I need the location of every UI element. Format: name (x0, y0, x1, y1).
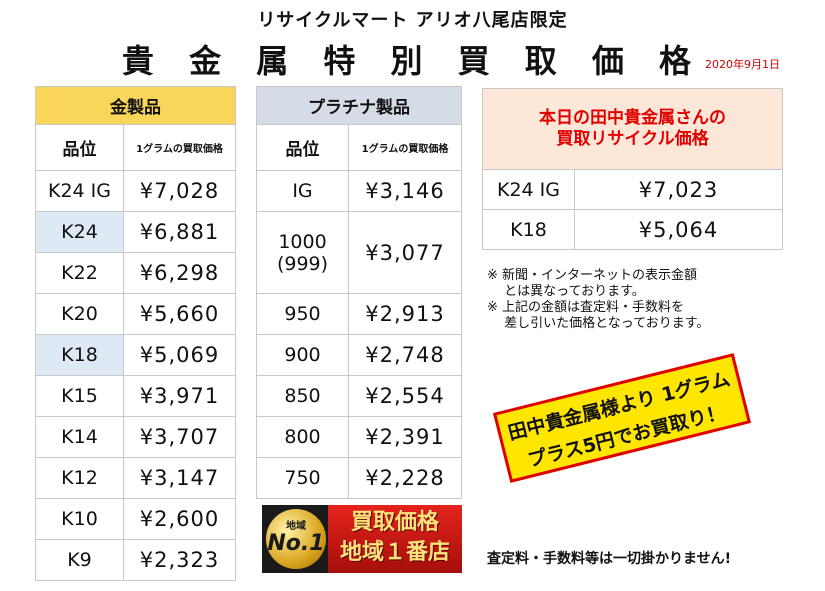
table-row: 1000 (999) ¥3,077 (256, 211, 462, 294)
gold-grade: K20 (35, 293, 124, 335)
gold-price-header: 1グラムの買取価格 (123, 124, 236, 171)
platinum-price-header: 1グラムの買取価格 (348, 124, 462, 171)
gold-grade: K15 (35, 375, 124, 417)
table-row: K15 ¥3,971 (35, 375, 236, 417)
gold-grade: K9 (35, 539, 124, 581)
table-row: K18 ¥5,064 (482, 209, 783, 250)
no1-banner: 地域 No.1 買取価格 地域１番店 (262, 505, 462, 573)
note-line: とは異なっております。 (487, 284, 645, 299)
tanaka-grade: K18 (482, 209, 575, 250)
gold-grade: K24 IG (35, 170, 124, 212)
gold-price: ¥2,323 (123, 539, 236, 581)
gold-price: ¥3,707 (123, 416, 236, 458)
gold-grade: K14 (35, 416, 124, 458)
platinum-grade: 1000 (999) (256, 211, 349, 294)
table-row: K14 ¥3,707 (35, 416, 236, 458)
tanaka-price-table: 本日の田中貴金属さんの 買取リサイクル価格 K24 IG ¥7,023 K18 ¥5… (482, 88, 783, 250)
table-row: K24 IG ¥7,023 (482, 169, 783, 210)
platinum-price: ¥2,391 (348, 416, 462, 458)
platinum-price: ¥2,913 (348, 293, 462, 335)
gold-grade-header: 品位 (35, 124, 124, 171)
gold-price: ¥5,069 (123, 334, 236, 376)
gold-price: ¥2,600 (123, 498, 236, 540)
platinum-grade: 750 (256, 457, 349, 499)
platinum-price: ¥2,554 (348, 375, 462, 417)
platinum-price-table: プラチナ製品 品位 1グラムの買取価格 IG ¥3,146 1000 (999) … (256, 86, 462, 499)
seal-number-text: No.1 (267, 531, 325, 556)
table-row: K10 ¥2,600 (35, 498, 236, 540)
gold-price: ¥5,660 (123, 293, 236, 335)
table-row: 750 ¥2,228 (256, 457, 462, 499)
gold-price: ¥7,028 (123, 170, 236, 212)
store-name: リサイクルマート アリオ八尾店限定 (257, 10, 568, 31)
platinum-grade: IG (256, 170, 349, 212)
seal-top-text: 地域 (286, 521, 306, 532)
gold-grade: K24 (35, 211, 124, 253)
note-line: ※ 新聞・インターネットの表示金額 (487, 268, 698, 283)
table-row: K20 ¥5,660 (35, 293, 236, 335)
gold-price-table: 金製品 品位 1グラムの買取価格 K24 IG ¥7,028 K24 ¥6,881 … (35, 86, 236, 581)
table-row: 900 ¥2,748 (256, 334, 462, 376)
platinum-price: ¥3,146 (348, 170, 462, 212)
table-row: K9 ¥2,323 (35, 539, 236, 581)
platinum-grade-sub: (999) (276, 252, 329, 275)
gold-grade: K10 (35, 498, 124, 540)
table-row: K24 IG ¥7,028 (35, 170, 236, 212)
banner-line1: 買取価格 (350, 510, 439, 535)
platinum-grade-header: 品位 (256, 124, 349, 171)
banner-text-panel: 買取価格 地域１番店 (328, 505, 462, 573)
promo-badge: 田中貴金属様より 1グラム プラス5円でお買取り！ (492, 353, 752, 483)
tanaka-title-line1: 本日の田中貴金属さんの (539, 108, 726, 128)
note-line: ※ 上記の金額は査定料・手数料を (487, 300, 685, 315)
gold-grade: K22 (35, 252, 124, 294)
disclaimer-notes: ※ 新聞・インターネットの表示金額 とは異なっております。 ※ 上記の金額は査定… (487, 268, 709, 332)
tanaka-grade: K24 IG (482, 169, 575, 210)
gold-grade: K18 (35, 334, 124, 376)
platinum-grade: 850 (256, 375, 349, 417)
banner-line2: 地域１番店 (339, 540, 450, 565)
tanaka-price: ¥5,064 (574, 209, 783, 250)
platinum-grade-main: 1000 (278, 230, 327, 253)
table-row: K12 ¥3,147 (35, 457, 236, 499)
platinum-grade: 900 (256, 334, 349, 376)
note-line: 差し引いた価格となっております。 (487, 316, 710, 331)
table-row: 800 ¥2,391 (256, 416, 462, 458)
gold-category-header: 金製品 (35, 86, 236, 125)
no1-seal-icon: 地域 No.1 (266, 509, 326, 569)
gold-price: ¥3,971 (123, 375, 236, 417)
tanaka-title: 本日の田中貴金属さんの 買取リサイクル価格 (482, 88, 783, 170)
platinum-grade: 800 (256, 416, 349, 458)
tanaka-price: ¥7,023 (574, 169, 783, 210)
table-row: K22 ¥6,298 (35, 252, 236, 294)
platinum-grade: 950 (256, 293, 349, 335)
platinum-price: ¥2,748 (348, 334, 462, 376)
table-row: IG ¥3,146 (256, 170, 462, 212)
platinum-category-header: プラチナ製品 (256, 86, 462, 125)
gold-price: ¥3,147 (123, 457, 236, 499)
page-title: 貴 金 属 特 別 買 取 価 格 (121, 42, 704, 80)
tanaka-title-line2: 買取リサイクル価格 (556, 129, 709, 149)
table-row: K18 ¥5,069 (35, 334, 236, 376)
gold-price: ¥6,298 (123, 252, 236, 294)
table-row: 950 ¥2,913 (256, 293, 462, 335)
gold-grade: K12 (35, 457, 124, 499)
price-date: 2020年9月1日 (705, 58, 780, 71)
table-row: K24 ¥6,881 (35, 211, 236, 253)
platinum-price: ¥3,077 (348, 211, 462, 294)
no-fee-notice: 査定料・手数料等は一切掛かりません! (487, 551, 731, 567)
table-row: 850 ¥2,554 (256, 375, 462, 417)
gold-price: ¥6,881 (123, 211, 236, 253)
platinum-price: ¥2,228 (348, 457, 462, 499)
